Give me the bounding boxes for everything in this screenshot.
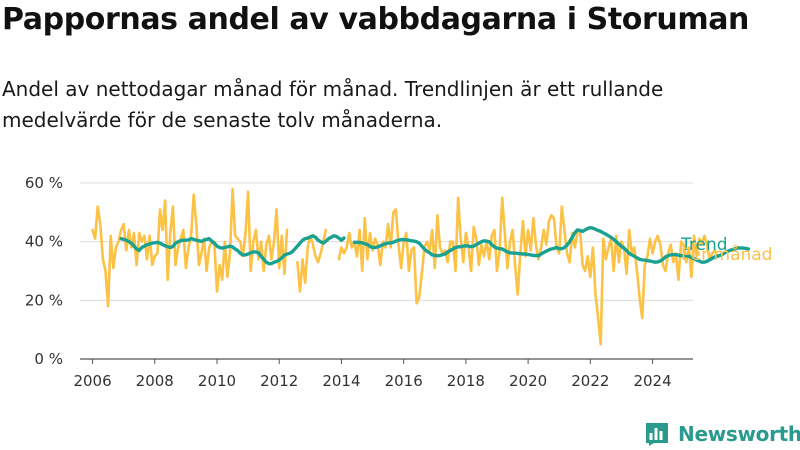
per-manad-line-segment: [296, 228, 328, 293]
newsworthy-logo: Newsworthy: [645, 421, 800, 447]
y-tick-label: 0 %: [34, 350, 63, 368]
per-manad-line-segment: [91, 187, 289, 308]
x-tick-label: 2024: [633, 372, 671, 390]
y-tick-label: 40 %: [25, 233, 63, 251]
y-axis-ticks: 0 % 20 % 40 % 60 %: [25, 174, 63, 368]
per-manad-line-segment: [337, 196, 719, 346]
brand-name: Newsworthy: [678, 422, 800, 446]
y-tick-label: 60 %: [25, 174, 63, 192]
x-tick-label: 2022: [571, 372, 609, 390]
chart-subtitle: Andel av nettodagar månad för månad. Tre…: [2, 77, 664, 132]
x-tick-label: 2016: [385, 372, 423, 390]
x-tick-label: 2018: [447, 372, 485, 390]
y-tick-label: 20 %: [25, 291, 63, 309]
bar-chart-logo-icon: [646, 423, 668, 446]
x-tick-label: 2008: [136, 372, 174, 390]
trend-series-label: Trend: [680, 235, 728, 255]
trend-line-segment: [119, 234, 346, 266]
per-manad-series-label: Per månad: [681, 244, 772, 265]
x-axis-ticks: 2006 2008 2010 2012 2014 2016 2018 2020 2022 2024: [73, 359, 672, 390]
x-tick-label: 2014: [322, 372, 360, 390]
x-tick-label: 2006: [73, 372, 111, 390]
x-tick-label: 2020: [509, 372, 547, 390]
series-lines: [91, 187, 751, 346]
trend-line-segment: [352, 225, 751, 264]
chart-title: Pappornas andel av vabbdagarna i Storuma…: [2, 2, 750, 37]
x-tick-label: 2010: [198, 372, 236, 390]
x-tick-label: 2012: [260, 372, 298, 390]
